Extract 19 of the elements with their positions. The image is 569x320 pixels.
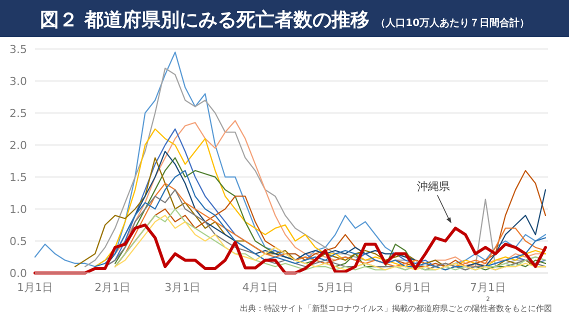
y-tick-label: 1.0 (10, 202, 27, 216)
y-tick-label: 3.5 (10, 42, 27, 56)
x-tick-label: 4月1日 (242, 281, 278, 294)
y-tick-label: 0.0 (10, 266, 27, 280)
y-tick-label: 0.5 (10, 234, 27, 248)
y-tick-label: 2.0 (10, 138, 27, 152)
x-tick-label: 2月1日 (94, 281, 131, 294)
y-tick-label: 3.0 (10, 74, 27, 88)
x-tick-label: 6月1日 (394, 281, 431, 294)
x-tick-label: 5月1日 (317, 281, 354, 294)
x-tick-label: 7月1日 (470, 281, 506, 294)
y-tick-label: 2.5 (10, 106, 27, 120)
y-tick-label: 1.5 (10, 170, 27, 184)
chart-title: 図２ 都道府県別にみる死亡者数の推移 (40, 9, 370, 31)
chart-subtitle: （人口10万人あたり７日間合計） (376, 17, 530, 29)
x-tick-label: 1月1日 (17, 281, 53, 294)
x-tick-label: 3月1日 (164, 281, 201, 294)
source-note: 出典：特設サイト「新型コロナウイルス」掲載の都道府県ごとの陽性者数をもとに作図 (240, 304, 552, 313)
text: 沖縄県 (416, 180, 450, 194)
